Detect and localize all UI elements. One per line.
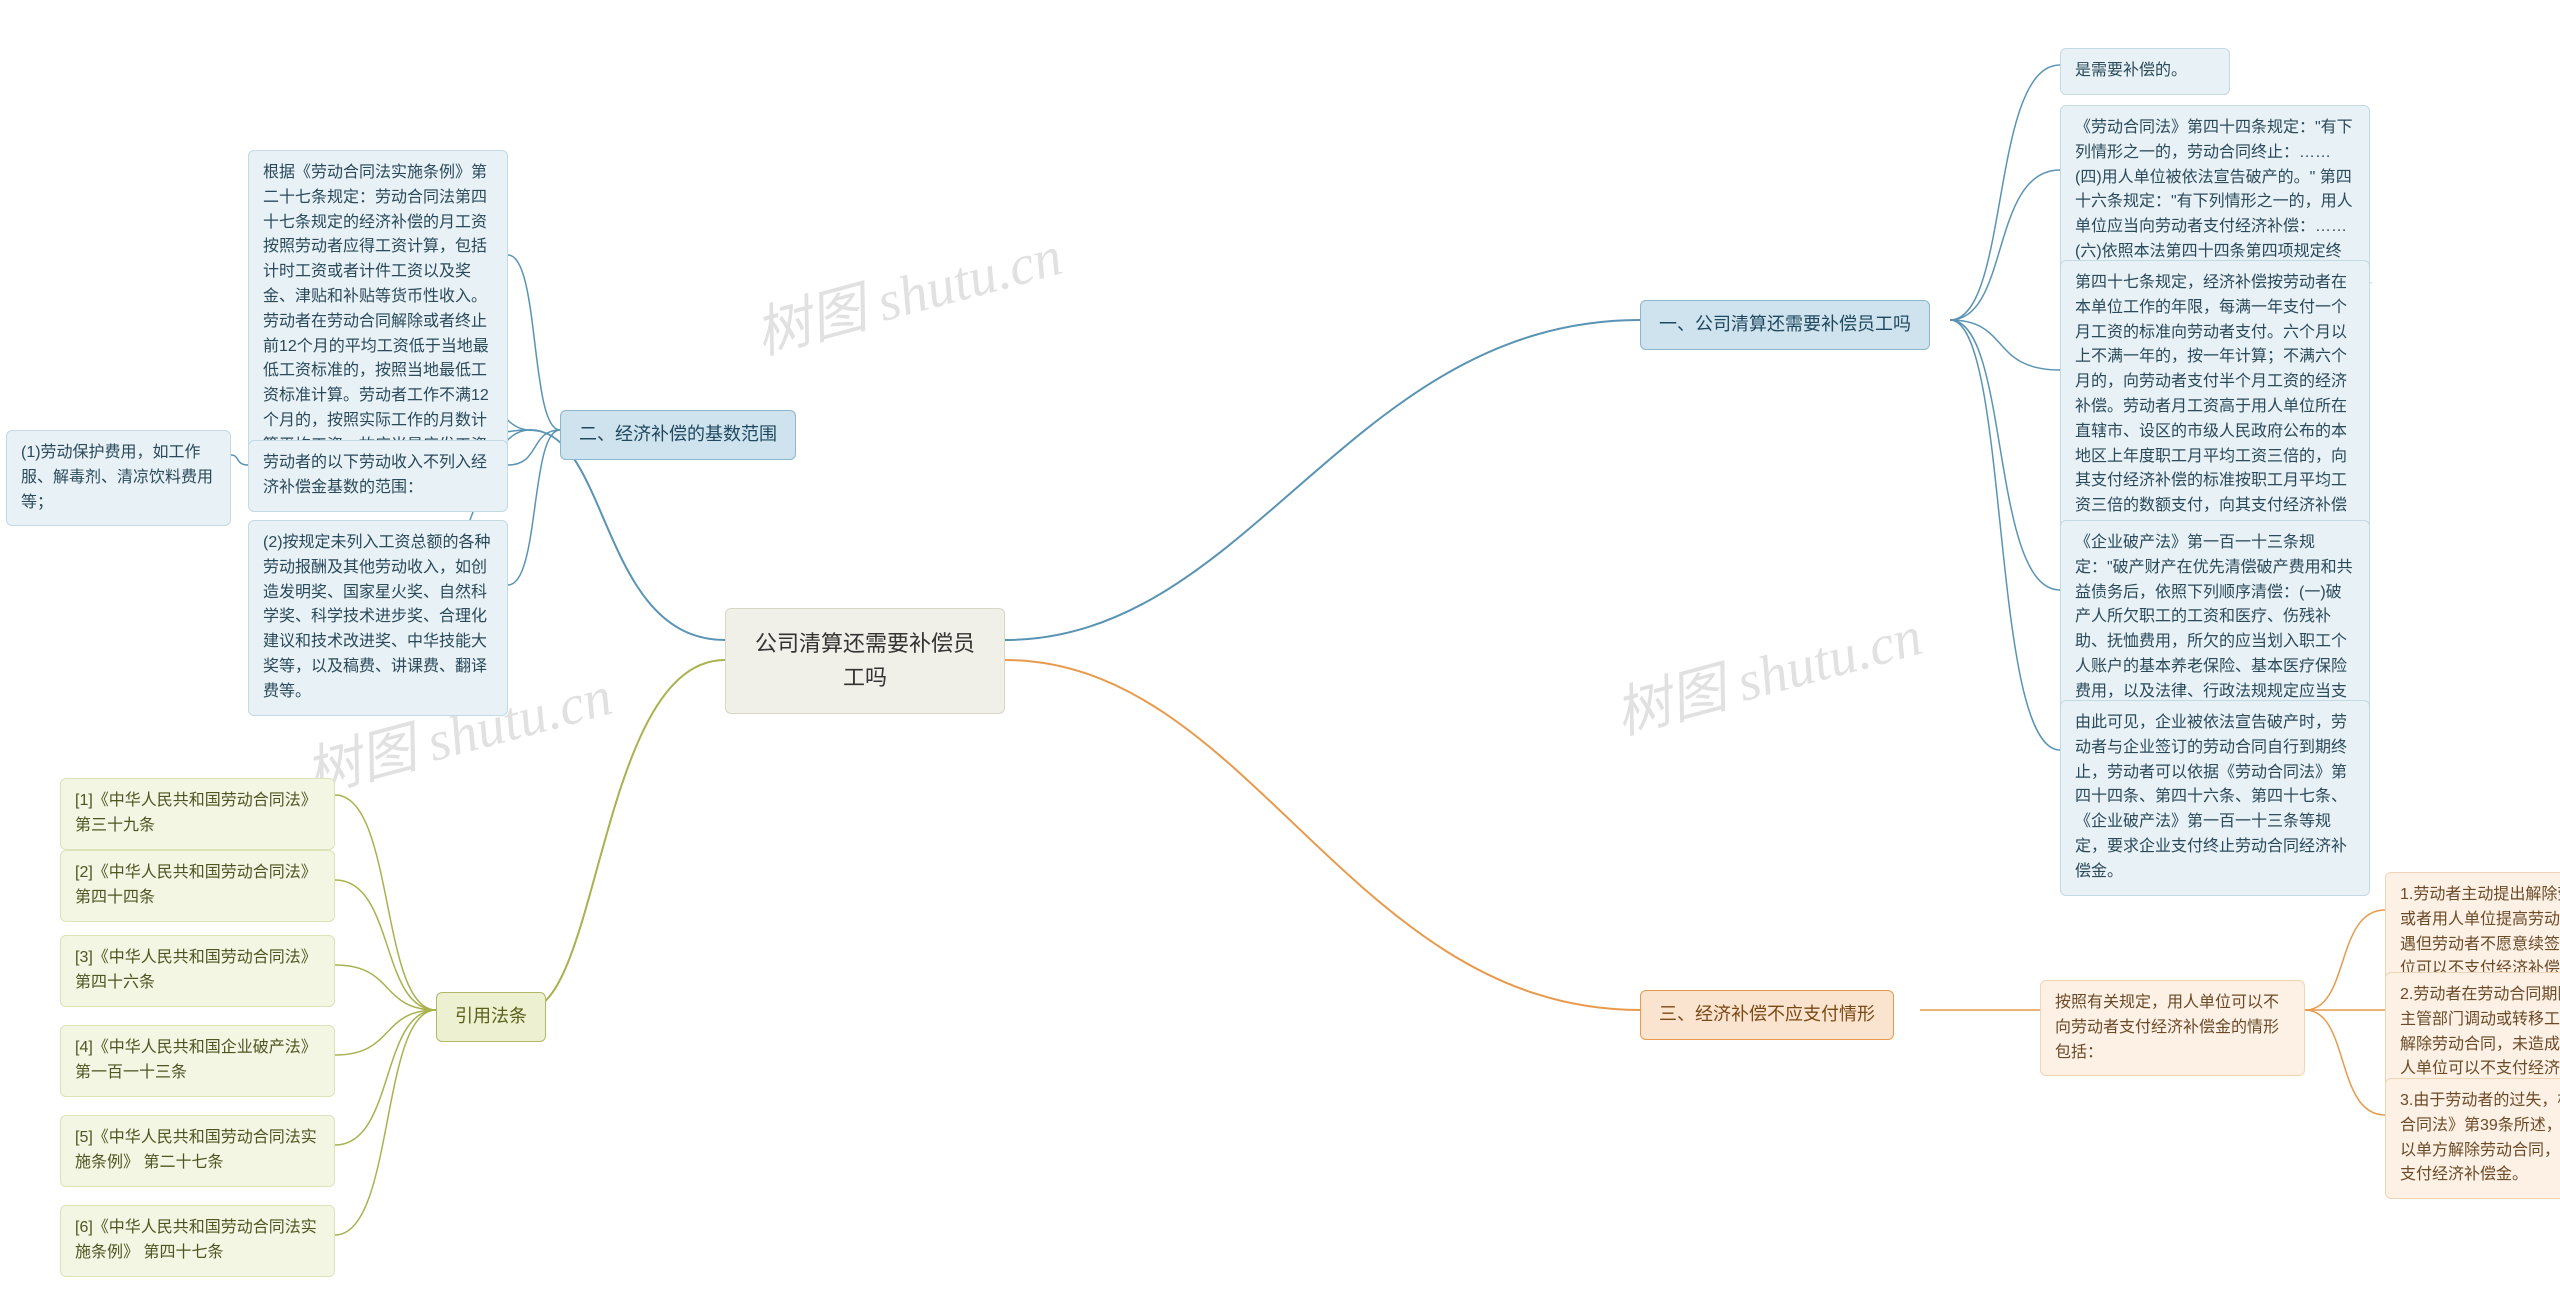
leaf-three-1: 2.劳动者在劳动合同期限内，由于主管部门调动或转移工作单位而被解除劳动合同，未造…: [2385, 972, 2560, 1093]
watermark: 树图 shutu.cn: [745, 211, 1069, 371]
leaf-two-direct-0: 根据《劳动合同法实施条例》第二十七条规定：劳动合同法第四十七条规定的经济补偿的月…: [248, 150, 508, 470]
leaf-four-4: [5]《中华人民共和国劳动合同法实施条例》 第二十七条: [60, 1115, 335, 1187]
leaf-two-sub: 劳动者的以下劳动收入不列入经济补偿金基数的范围：: [248, 440, 508, 512]
leaf-three-2: 3.由于劳动者的过失，根据《劳动合同法》第39条所述，用人单位可以单方解除劳动合…: [2385, 1078, 2560, 1199]
leaf-four-0: [1]《中华人民共和国劳动合同法》 第三十九条: [60, 778, 335, 850]
leaf-four-2: [3]《中华人民共和国劳动合同法》 第四十六条: [60, 935, 335, 1007]
leaf-four-5: [6]《中华人民共和国劳动合同法实施条例》 第四十七条: [60, 1205, 335, 1277]
leaf-two-sub-child-1: (2)按规定未列入工资总额的各种劳动报酬及其他劳动收入，如创造发明奖、国家星火奖…: [248, 520, 508, 716]
leaf-three-sub: 按照有关规定，用人单位可以不向劳动者支付经济补偿金的情形包括：: [2040, 980, 2305, 1076]
leaf-two-sub-child-0: (1)劳动保护费用，如工作服、解毒剂、清凉饮料费用等；: [6, 430, 231, 526]
branch-three: 三、经济补偿不应支付情形: [1640, 990, 1894, 1040]
leaf-one-0: 是需要补偿的。: [2060, 48, 2230, 95]
branch-two: 二、经济补偿的基数范围: [560, 410, 796, 460]
branch-one: 一、公司清算还需要补偿员工吗: [1640, 300, 1930, 350]
center-node: 公司清算还需要补偿员工吗: [725, 608, 1005, 714]
leaf-four-3: [4]《中华人民共和国企业破产法》 第一百一十三条: [60, 1025, 335, 1097]
watermark: 树图 shutu.cn: [1605, 591, 1929, 751]
branch-four: 引用法条: [436, 992, 546, 1042]
leaf-one-4: 由此可见，企业被依法宣告破产时，劳动者与企业签订的劳动合同自行到期终止，劳动者可…: [2060, 700, 2370, 896]
leaf-four-1: [2]《中华人民共和国劳动合同法》 第四十四条: [60, 850, 335, 922]
